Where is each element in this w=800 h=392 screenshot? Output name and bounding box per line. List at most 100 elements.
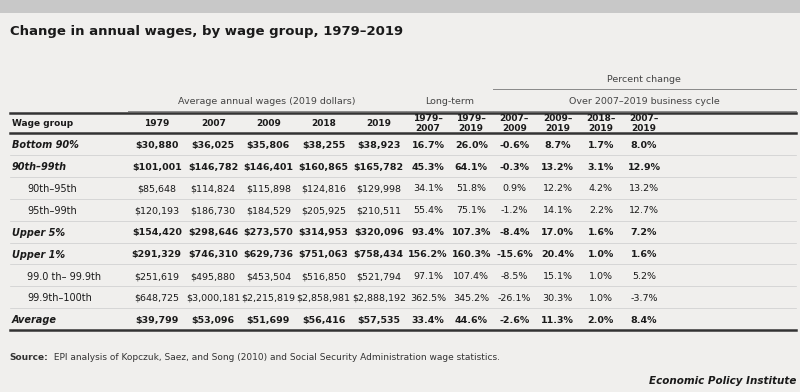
Text: 2.0%: 2.0%	[588, 316, 614, 325]
Text: 2009–
2019: 2009– 2019	[543, 114, 572, 133]
Text: 17.0%: 17.0%	[541, 228, 574, 237]
Text: Change in annual wages, by wage group, 1979–2019: Change in annual wages, by wage group, 1…	[10, 25, 402, 38]
Text: $85,648: $85,648	[138, 185, 176, 194]
Text: 1.7%: 1.7%	[588, 141, 614, 150]
Text: -0.6%: -0.6%	[499, 141, 530, 150]
Text: 20.4%: 20.4%	[541, 250, 574, 259]
Text: $210,511: $210,511	[356, 206, 402, 215]
Text: 0.9%: 0.9%	[502, 185, 526, 194]
Text: 13.2%: 13.2%	[541, 163, 574, 172]
Text: 2007–
2019: 2007– 2019	[630, 114, 658, 133]
Text: -0.3%: -0.3%	[499, 163, 530, 172]
Text: 15.1%: 15.1%	[542, 272, 573, 281]
Text: $2,215,819: $2,215,819	[242, 294, 295, 303]
Text: 1.0%: 1.0%	[589, 294, 613, 303]
Text: 7.2%: 7.2%	[631, 228, 657, 237]
Text: Percent change: Percent change	[607, 75, 682, 84]
Text: 362.5%: 362.5%	[410, 294, 446, 303]
Text: $146,782: $146,782	[188, 163, 238, 172]
Text: $495,880: $495,880	[190, 272, 236, 281]
Text: $38,255: $38,255	[302, 141, 346, 150]
Text: $154,420: $154,420	[132, 228, 182, 237]
Text: $2,858,981: $2,858,981	[297, 294, 350, 303]
Text: $320,096: $320,096	[354, 228, 404, 237]
Text: Source:: Source:	[10, 353, 48, 362]
Text: 51.8%: 51.8%	[456, 185, 486, 194]
Text: $56,416: $56,416	[302, 316, 346, 325]
Text: $129,998: $129,998	[356, 185, 402, 194]
Text: 1979–
2019: 1979– 2019	[456, 114, 486, 133]
Text: Average: Average	[12, 315, 57, 325]
Text: -1.2%: -1.2%	[501, 206, 528, 215]
Text: Long-term: Long-term	[425, 97, 474, 106]
Text: $758,434: $758,434	[354, 250, 404, 259]
Text: 2019: 2019	[366, 119, 391, 128]
FancyBboxPatch shape	[0, 0, 800, 13]
Text: Wage group: Wage group	[12, 119, 73, 128]
Text: Over 2007–2019 business cycle: Over 2007–2019 business cycle	[569, 97, 720, 106]
Text: $146,401: $146,401	[243, 163, 294, 172]
Text: 12.9%: 12.9%	[627, 163, 661, 172]
Text: $751,063: $751,063	[298, 250, 349, 259]
Text: 345.2%: 345.2%	[453, 294, 490, 303]
Text: -26.1%: -26.1%	[498, 294, 531, 303]
Text: $746,310: $746,310	[188, 250, 238, 259]
Text: 90th–99th: 90th–99th	[12, 162, 67, 172]
Text: 64.1%: 64.1%	[454, 163, 488, 172]
Text: 12.2%: 12.2%	[542, 185, 573, 194]
Text: 90th–95th: 90th–95th	[27, 184, 77, 194]
Text: 107.3%: 107.3%	[451, 228, 491, 237]
Text: $101,001: $101,001	[132, 163, 182, 172]
Text: 2018–
2019: 2018– 2019	[586, 114, 615, 133]
Text: $453,504: $453,504	[246, 272, 291, 281]
Text: 2009: 2009	[256, 119, 281, 128]
Text: $165,782: $165,782	[354, 163, 404, 172]
Text: Upper 5%: Upper 5%	[12, 228, 65, 238]
Text: -15.6%: -15.6%	[496, 250, 533, 259]
Text: 8.0%: 8.0%	[631, 141, 657, 150]
Text: 1979–
2007: 1979– 2007	[413, 114, 443, 133]
Text: 13.2%: 13.2%	[629, 185, 659, 194]
Text: 160.3%: 160.3%	[451, 250, 491, 259]
Text: $38,923: $38,923	[357, 141, 401, 150]
Text: 2.2%: 2.2%	[589, 206, 613, 215]
Text: 5.2%: 5.2%	[632, 272, 656, 281]
Text: -3.7%: -3.7%	[630, 294, 658, 303]
Text: 2018: 2018	[311, 119, 336, 128]
Text: 156.2%: 156.2%	[408, 250, 448, 259]
Text: $114,824: $114,824	[190, 185, 236, 194]
Text: $115,898: $115,898	[246, 185, 291, 194]
Text: $124,816: $124,816	[301, 185, 346, 194]
Text: 45.3%: 45.3%	[412, 163, 444, 172]
Text: Average annual wages (2019 dollars): Average annual wages (2019 dollars)	[178, 97, 356, 106]
Text: 93.4%: 93.4%	[411, 228, 445, 237]
Text: $30,880: $30,880	[135, 141, 178, 150]
Text: Upper 1%: Upper 1%	[12, 250, 65, 260]
Text: $53,096: $53,096	[192, 316, 234, 325]
Text: 1979: 1979	[144, 119, 170, 128]
Text: $273,570: $273,570	[243, 228, 294, 237]
Text: 75.1%: 75.1%	[456, 206, 486, 215]
Text: 2007–
2009: 2007– 2009	[500, 114, 529, 133]
Text: $521,794: $521,794	[356, 272, 402, 281]
Text: Bottom 90%: Bottom 90%	[12, 140, 79, 150]
Text: $35,806: $35,806	[246, 141, 290, 150]
Text: 55.4%: 55.4%	[413, 206, 443, 215]
Text: $648,725: $648,725	[134, 294, 179, 303]
Text: $2,888,192: $2,888,192	[352, 294, 406, 303]
Text: 26.0%: 26.0%	[454, 141, 488, 150]
Text: 8.7%: 8.7%	[544, 141, 571, 150]
Text: $629,736: $629,736	[243, 250, 294, 259]
Text: $205,925: $205,925	[301, 206, 346, 215]
Text: 1.6%: 1.6%	[588, 228, 614, 237]
Text: -2.6%: -2.6%	[499, 316, 530, 325]
Text: 16.7%: 16.7%	[411, 141, 445, 150]
Text: $516,850: $516,850	[301, 272, 346, 281]
Text: 14.1%: 14.1%	[542, 206, 573, 215]
Text: 11.3%: 11.3%	[541, 316, 574, 325]
Text: $51,699: $51,699	[246, 316, 290, 325]
Text: 3.1%: 3.1%	[588, 163, 614, 172]
Text: $57,535: $57,535	[358, 316, 400, 325]
Text: $184,529: $184,529	[246, 206, 291, 215]
Text: 1.6%: 1.6%	[631, 250, 657, 259]
